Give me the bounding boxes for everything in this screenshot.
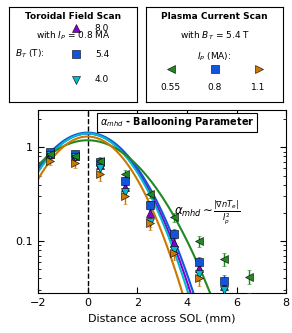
X-axis label: Distance across SOL (mm): Distance across SOL (mm) (88, 313, 236, 323)
Text: with $I_P$ = 0.8 MA: with $I_P$ = 0.8 MA (36, 29, 110, 42)
Text: Plasma Current Scan: Plasma Current Scan (161, 12, 268, 21)
Text: with $B_T$ = 5.4 T: with $B_T$ = 5.4 T (180, 29, 250, 42)
Text: 5.4: 5.4 (95, 50, 109, 59)
Text: 1.1: 1.1 (251, 83, 266, 92)
Text: $\alpha_{mhd}$$\sim\!\frac{|\nabla n T_e|}{I_p^2}$: $\alpha_{mhd}$$\sim\!\frac{|\nabla n T_e… (174, 199, 240, 226)
Text: Toroidal Field Scan: Toroidal Field Scan (25, 12, 121, 21)
Text: $\alpha_{mhd}$ - Ballooning Parameter: $\alpha_{mhd}$ - Ballooning Parameter (100, 116, 254, 130)
Text: 0.8: 0.8 (207, 83, 222, 92)
Text: $I_P$ (MA):: $I_P$ (MA): (197, 50, 232, 63)
Text: 8.0: 8.0 (95, 24, 109, 33)
Text: 4.0: 4.0 (95, 75, 109, 84)
Text: $B_T$ (T):: $B_T$ (T): (15, 48, 45, 60)
Text: 0.55: 0.55 (161, 83, 181, 92)
